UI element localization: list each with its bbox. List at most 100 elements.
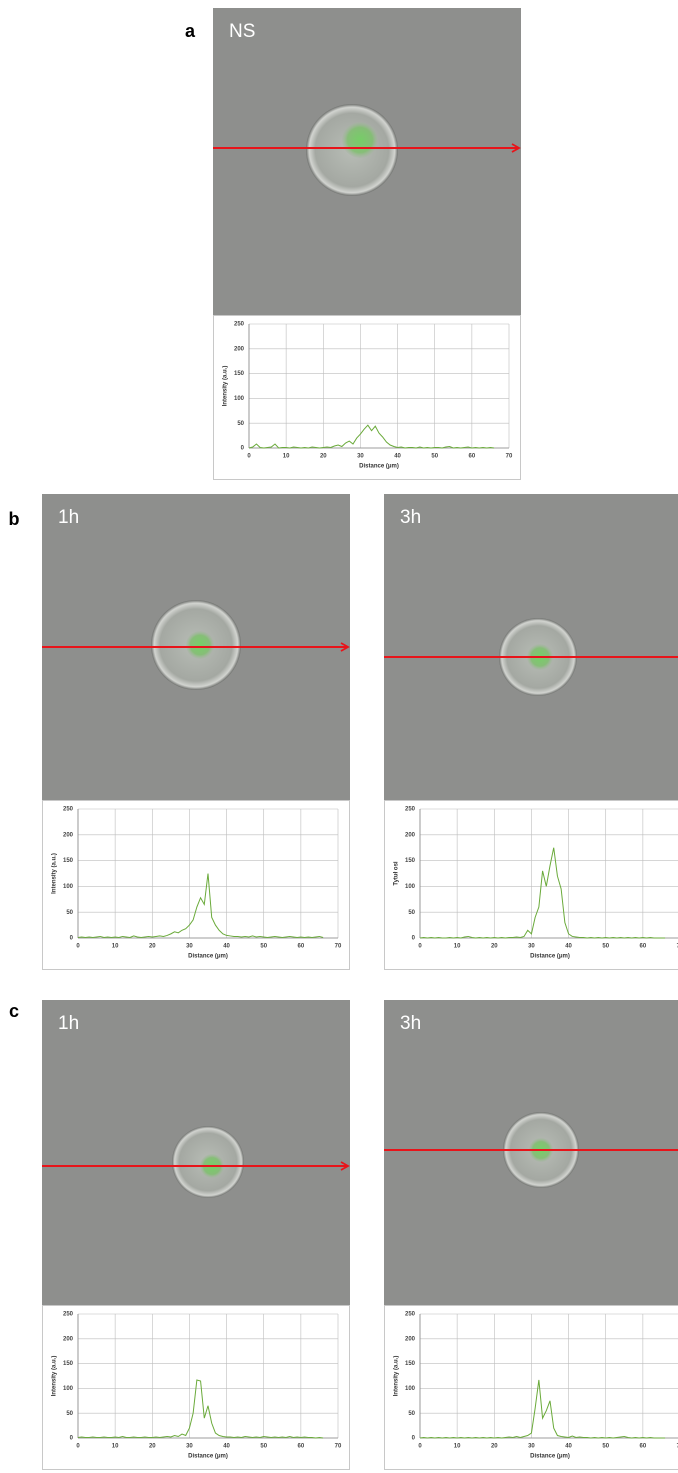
- panel-label: b: [9, 509, 20, 529]
- x-tick-label: 10: [283, 454, 290, 460]
- chart: 0 50 100 150 200 250 0 10 20 30 40 50 60 70 Distance (…: [384, 800, 678, 970]
- profile-curve: [419, 847, 666, 939]
- y-tick-label: 100: [63, 1386, 74, 1392]
- x-tick-label: 30: [186, 944, 193, 950]
- x-tick-label: 30: [528, 944, 535, 950]
- chart: 0 50 100 150 200 250 0 10 20 30 40 50 60 70 Distance (…: [384, 1305, 678, 1470]
- y-axis-label: Tytuł osi: [394, 861, 400, 886]
- y-tick-label: 150: [63, 858, 74, 864]
- x-tick-label: 20: [149, 944, 156, 950]
- x-axis-label: Distance (μm): [359, 464, 399, 470]
- x-tick-label: 20: [491, 944, 498, 950]
- image-label: 3h: [400, 1013, 421, 1034]
- y-tick-label: 150: [405, 1361, 416, 1367]
- y-tick-label: 0: [241, 446, 245, 452]
- y-tick-label: 150: [405, 858, 416, 864]
- y-tick-label: 150: [234, 371, 245, 377]
- x-axis-label: Distance (μm): [530, 1454, 570, 1460]
- y-tick-label: 200: [405, 1336, 416, 1342]
- y-tick-label: 200: [63, 832, 74, 838]
- x-tick-label: 60: [640, 944, 647, 950]
- x-tick-label: 0: [76, 944, 80, 950]
- micrograph: 1h: [42, 1000, 350, 1305]
- profile-curve: [77, 1379, 324, 1439]
- y-tick-label: 50: [408, 1411, 415, 1417]
- x-tick-label: 40: [394, 454, 401, 460]
- micrograph: 3h: [384, 494, 678, 800]
- x-tick-label: 30: [528, 1444, 535, 1450]
- y-tick-label: 50: [66, 910, 73, 916]
- x-tick-label: 40: [223, 1444, 230, 1450]
- y-tick-label: 100: [63, 884, 74, 890]
- y-tick-label: 100: [405, 1386, 416, 1392]
- y-tick-label: 250: [63, 807, 74, 813]
- x-tick-label: 10: [112, 944, 119, 950]
- chart-frame: [42, 800, 350, 970]
- y-tick-label: 200: [234, 346, 245, 352]
- y-tick-label: 0: [70, 936, 74, 942]
- image-label: 3h: [400, 507, 421, 528]
- chart: 0 50 100 150 200 250 0 10 20 30 40 50 60 70 Distance (…: [42, 1305, 350, 1470]
- y-tick-label: 50: [237, 421, 244, 427]
- x-tick-label: 0: [418, 944, 422, 950]
- y-tick-label: 250: [405, 1312, 416, 1318]
- x-tick-label: 40: [565, 944, 572, 950]
- panel-label: c: [9, 1001, 19, 1021]
- x-tick-label: 50: [260, 1444, 267, 1450]
- x-tick-label: 70: [335, 944, 342, 950]
- micrograph: 1h: [42, 494, 350, 800]
- y-axis-label: Intensity (a.u.): [52, 853, 58, 894]
- image-label: 1h: [58, 507, 79, 528]
- y-axis-label: Intensity (a.u.): [394, 1356, 400, 1397]
- x-tick-label: 60: [640, 1444, 647, 1450]
- profile-curve: [77, 873, 324, 938]
- image-label: 1h: [58, 1013, 79, 1034]
- y-tick-label: 50: [408, 910, 415, 916]
- nucleus: [342, 122, 378, 158]
- x-tick-label: 30: [357, 454, 364, 460]
- y-tick-label: 250: [405, 807, 416, 813]
- x-tick-label: 10: [454, 1444, 461, 1450]
- micrograph: NS: [213, 8, 521, 315]
- x-axis-label: Distance (μm): [188, 1454, 228, 1460]
- x-tick-label: 70: [677, 944, 678, 950]
- x-axis-label: Distance (μm): [530, 954, 570, 960]
- chart-frame: [213, 315, 521, 480]
- x-tick-label: 70: [335, 1444, 342, 1450]
- x-tick-label: 10: [112, 1444, 119, 1450]
- y-tick-label: 0: [412, 1436, 416, 1442]
- x-axis-label: Distance (μm): [188, 954, 228, 960]
- y-tick-label: 100: [405, 884, 416, 890]
- profile-curve: [248, 424, 495, 449]
- y-axis-label: Intensity (a.u.): [223, 366, 229, 407]
- chart: 0 50 100 150 200 250 0 10 20 30 40 50 60 70 Distance (…: [213, 315, 521, 480]
- x-tick-label: 0: [76, 1444, 80, 1450]
- x-tick-label: 0: [418, 1444, 422, 1450]
- y-tick-label: 0: [70, 1436, 74, 1442]
- x-tick-label: 50: [260, 944, 267, 950]
- chart: 0 50 100 150 200 250 0 10 20 30 40 50 60 70 Distance (…: [42, 800, 350, 970]
- x-tick-label: 20: [491, 1444, 498, 1450]
- panel-label: a: [185, 21, 196, 41]
- y-tick-label: 250: [63, 1312, 74, 1318]
- x-tick-label: 0: [247, 454, 251, 460]
- y-tick-label: 200: [405, 832, 416, 838]
- x-tick-label: 70: [506, 454, 513, 460]
- y-tick-label: 0: [412, 936, 416, 942]
- x-tick-label: 70: [677, 1444, 678, 1450]
- x-tick-label: 40: [223, 944, 230, 950]
- x-tick-label: 50: [602, 1444, 609, 1450]
- x-tick-label: 20: [320, 454, 327, 460]
- x-tick-label: 60: [298, 944, 305, 950]
- x-tick-label: 50: [431, 454, 438, 460]
- profile-curve: [419, 1379, 666, 1439]
- x-tick-label: 30: [186, 1444, 193, 1450]
- micrograph: 3h: [384, 1000, 678, 1305]
- x-tick-label: 20: [149, 1444, 156, 1450]
- y-tick-label: 200: [63, 1336, 74, 1342]
- x-tick-label: 50: [602, 944, 609, 950]
- x-tick-label: 60: [469, 454, 476, 460]
- x-tick-label: 40: [565, 1444, 572, 1450]
- x-tick-label: 10: [454, 944, 461, 950]
